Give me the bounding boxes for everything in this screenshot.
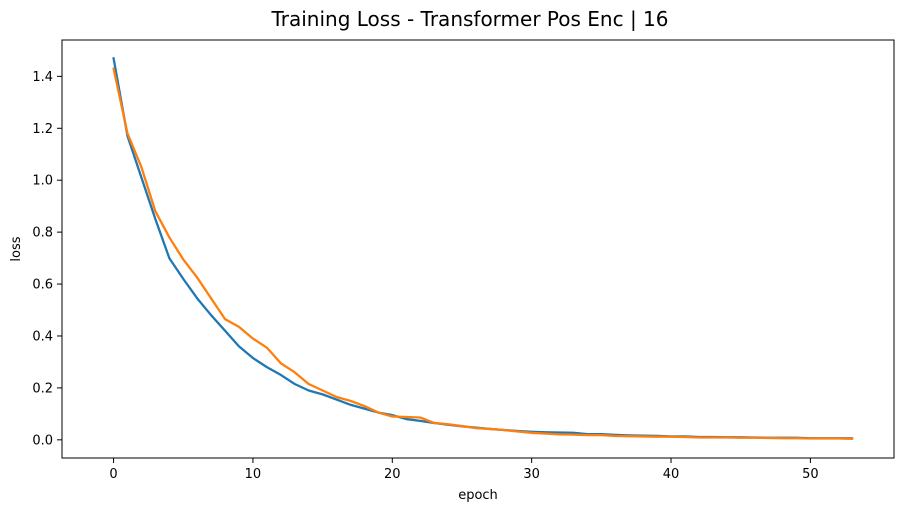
plot-area	[112, 57, 854, 440]
y-tick-label: 0.0	[32, 433, 53, 448]
y-tick-label: 1.2	[32, 122, 53, 137]
y-tick-label: 1.4	[32, 70, 53, 85]
y-tick-label: 0.6	[32, 278, 53, 293]
series-line-2	[112, 67, 854, 440]
y-tick-label: 0.8	[32, 226, 53, 241]
y-tick-label: 1.0	[32, 174, 53, 189]
y-tick-label: 0.2	[32, 381, 53, 396]
x-tick-label: 20	[384, 467, 401, 482]
x-tick-label: 40	[663, 467, 680, 482]
y-axis: 0.0 0.2 0.4 0.6 0.8 1.0 1.2 1.4	[32, 70, 62, 448]
y-axis-label: loss	[9, 236, 24, 261]
chart-title: Training Loss - Transformer Pos Enc | 16	[270, 7, 668, 31]
x-tick-label: 30	[523, 467, 540, 482]
x-axis-label: epoch	[458, 488, 498, 503]
series-line-1	[112, 57, 854, 440]
x-tick-label: 50	[802, 467, 819, 482]
plot-frame	[61, 39, 895, 459]
x-tick-label: 0	[109, 467, 117, 482]
x-axis: 0 10 20 30 40 50	[109, 458, 819, 482]
y-tick-label: 0.4	[32, 329, 53, 344]
x-tick-label: 10	[245, 467, 262, 482]
